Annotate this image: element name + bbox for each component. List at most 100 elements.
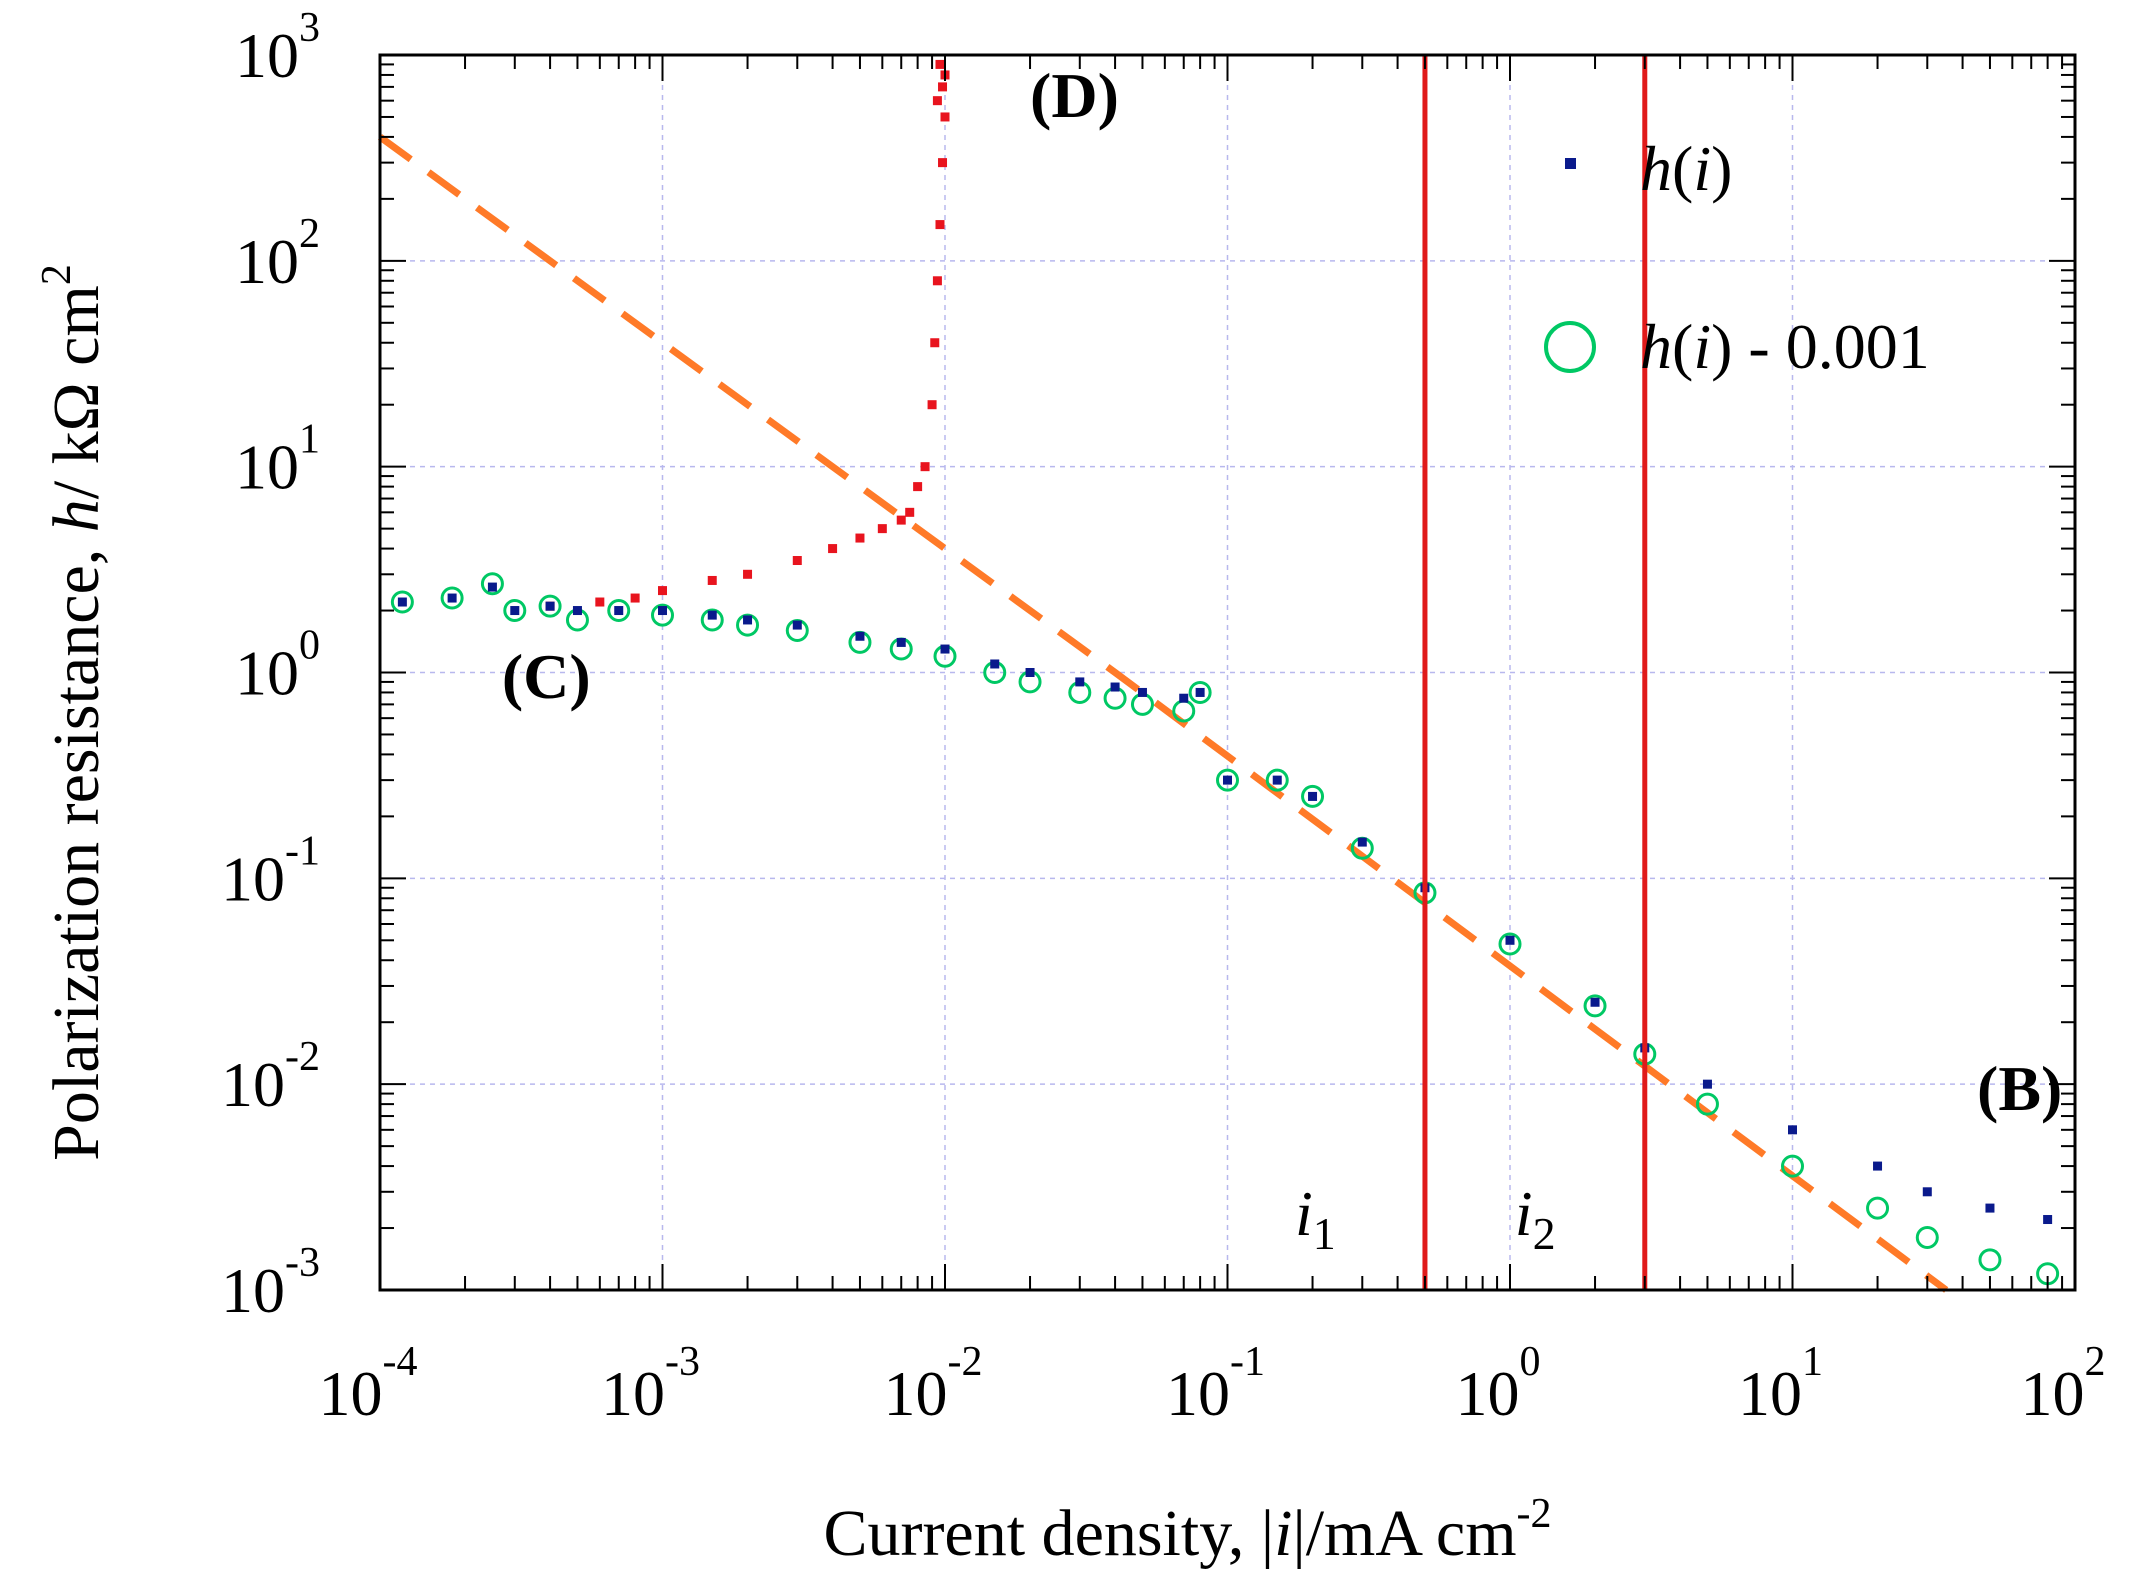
- x-axis-title-var: i: [1274, 1497, 1292, 1570]
- data-point-circle: [785, 618, 809, 642]
- y-axis-title-var: h: [40, 499, 113, 532]
- data-point-square: [905, 507, 915, 517]
- legend-label-h-minus: h(i) - 0.001: [1640, 311, 1930, 382]
- data-point-square: [707, 610, 717, 620]
- y-tick-label: 10-2: [221, 1034, 320, 1120]
- data-point-square: [932, 96, 942, 106]
- data-point-square: [707, 575, 717, 585]
- data-point-square: [743, 615, 753, 625]
- legend-label-arg: i: [1693, 133, 1711, 204]
- data-point-square: [1788, 1125, 1797, 1135]
- data-point-square: [1223, 775, 1232, 785]
- data-point-square: [938, 82, 948, 92]
- x-axis-title: Current density, |i|/mA cm-2: [823, 1491, 1551, 1570]
- y-tick-label-base: 10: [221, 1049, 285, 1120]
- data-point-square: [510, 606, 520, 616]
- fit-line-layer: [377, 134, 1949, 1293]
- data-point-circle: [480, 572, 504, 596]
- annotation-label: (B): [1977, 1053, 2062, 1124]
- data-point-circle: [503, 599, 527, 623]
- legend-label-open: (: [1672, 311, 1693, 382]
- data-point-circle: [1301, 784, 1325, 808]
- x-tick-label: 101: [1738, 1339, 1823, 1429]
- legend-label-arg: i: [1693, 311, 1711, 382]
- data-point-square: [614, 606, 624, 616]
- y-tick-label-base: 10: [221, 1255, 285, 1326]
- legend-label-close: ): [1711, 311, 1732, 382]
- data-point-square: [1272, 775, 1282, 785]
- legend-label-close: ): [1711, 133, 1732, 204]
- data-point-circle: [440, 586, 464, 610]
- grid: [380, 55, 2075, 1290]
- x-tick-label-exp: 1: [1802, 1339, 1823, 1385]
- data-point-square: [855, 533, 865, 543]
- y-tick-label-base: 10: [235, 20, 299, 91]
- y-tick-label-exp: 3: [299, 5, 320, 51]
- data-point-circle: [736, 613, 760, 637]
- data-point-square: [658, 586, 667, 596]
- data-point-square: [1985, 1203, 1995, 1213]
- data-point-square: [1137, 687, 1147, 697]
- data-point-square: [855, 631, 865, 641]
- data-point-square: [487, 582, 497, 592]
- data-point-square: [990, 659, 1000, 669]
- data-point-square: [658, 606, 667, 616]
- x-axis-title-sup: -2: [1517, 1491, 1552, 1537]
- x-tick-label-exp: 2: [2085, 1339, 2106, 1385]
- tick-labels: 10-4 10-3 10-2 10-1 100 101 10210-310-210-1100…: [221, 5, 2106, 1429]
- data-point-circle: [1216, 768, 1239, 792]
- data-point-square: [935, 220, 945, 230]
- data-point-circle: [390, 590, 414, 614]
- x-axis-title-suffix: |/mA cm: [1293, 1497, 1517, 1570]
- y-tick-label-exp: 0: [299, 623, 320, 669]
- data-point-circle: [700, 608, 724, 632]
- legend-label-open: (: [1672, 133, 1693, 204]
- data-point-circle: [1188, 680, 1212, 704]
- legend-label-h: h(i): [1640, 133, 1732, 204]
- x-tick-label-exp: -3: [665, 1339, 700, 1385]
- x-tick-label-base: 10: [319, 1358, 383, 1429]
- data-point-square: [927, 400, 937, 410]
- x-tick-label-exp: -1: [1230, 1339, 1265, 1385]
- data-point-square: [940, 112, 950, 122]
- x-tick-label: 10-2: [884, 1339, 983, 1429]
- data-point-circle: [1781, 1154, 1804, 1178]
- vertical-line-label-var: i: [1295, 1178, 1313, 1249]
- x-tick-label: 100: [1456, 1339, 1541, 1429]
- legend: h(i)h(i) - 0.001: [1544, 133, 1930, 382]
- x-tick-label-exp: 0: [1520, 1339, 1541, 1385]
- data-point-circle: [1695, 1092, 1719, 1116]
- data-point-square: [913, 482, 923, 492]
- data-point-square: [930, 338, 940, 348]
- x-tick-label-base: 10: [1166, 1358, 1230, 1429]
- x-tick-label-base: 10: [884, 1358, 948, 1429]
- data-point-square: [940, 644, 950, 654]
- legend-label-var: h: [1640, 133, 1672, 204]
- x-tick-label-base: 10: [1456, 1358, 1520, 1429]
- y-tick-label-exp: -1: [285, 828, 320, 874]
- data-point-square: [920, 462, 930, 472]
- y-tick-label-exp: -2: [285, 1034, 320, 1080]
- y-axis-title-suffix: / kΩ cm: [40, 285, 113, 499]
- x-tick-label: 10-1: [1166, 1339, 1265, 1429]
- data-point-circle: [1265, 768, 1289, 792]
- x-tick-label-exp: -2: [948, 1339, 983, 1385]
- x-tick-label-base: 10: [601, 1358, 665, 1429]
- y-tick-label: 10-3: [221, 1240, 320, 1326]
- data-point-square: [447, 593, 457, 603]
- y-tick-label-base: 10: [235, 638, 299, 709]
- vertical-line-label-2: i2: [1515, 1178, 1556, 1259]
- data-point-square: [1873, 1161, 1883, 1171]
- x-axis-title-prefix: Current density, |: [823, 1497, 1274, 1570]
- y-tick-label-base: 10: [221, 843, 285, 914]
- y-tick-label-base: 10: [235, 226, 299, 297]
- vertical-line-label-sub: 2: [1533, 1208, 1556, 1259]
- data-point-circle: [1498, 932, 1522, 956]
- y-tick-label: 100: [235, 623, 320, 709]
- data-point-square: [1110, 682, 1120, 692]
- data-point-square: [828, 544, 838, 554]
- data-point-square: [2043, 1215, 2053, 1225]
- y-axis-title-sup: 2: [34, 264, 80, 285]
